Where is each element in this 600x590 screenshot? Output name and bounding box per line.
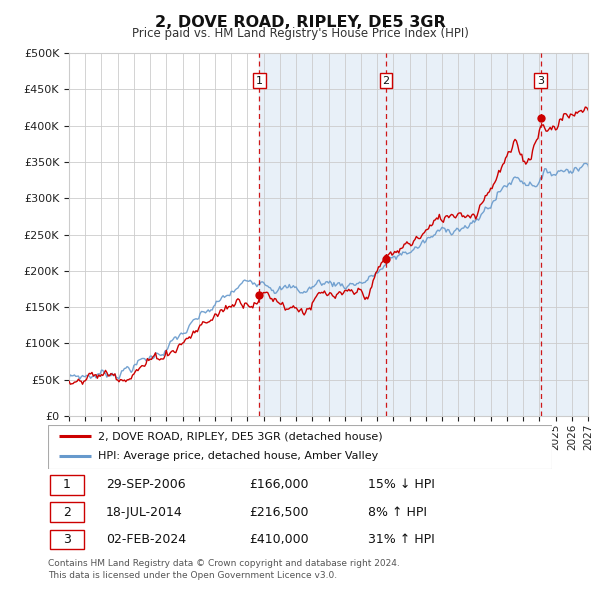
Text: Price paid vs. HM Land Registry's House Price Index (HPI): Price paid vs. HM Land Registry's House …: [131, 27, 469, 40]
Text: 2: 2: [382, 76, 389, 86]
Text: Contains HM Land Registry data © Crown copyright and database right 2024.
This d: Contains HM Land Registry data © Crown c…: [48, 559, 400, 580]
Bar: [259, 53, 386, 416]
Bar: [386, 53, 541, 416]
Text: 18-JUL-2014: 18-JUL-2014: [106, 506, 183, 519]
Text: £166,000: £166,000: [250, 478, 309, 491]
Text: 1: 1: [256, 76, 263, 86]
Text: 3: 3: [63, 533, 71, 546]
Text: 3: 3: [537, 76, 544, 86]
Text: 31% ↑ HPI: 31% ↑ HPI: [368, 533, 435, 546]
FancyBboxPatch shape: [50, 503, 84, 522]
Text: 8% ↑ HPI: 8% ↑ HPI: [368, 506, 427, 519]
Text: £216,500: £216,500: [250, 506, 309, 519]
Text: 15% ↓ HPI: 15% ↓ HPI: [368, 478, 435, 491]
Text: HPI: Average price, detached house, Amber Valley: HPI: Average price, detached house, Ambe…: [98, 451, 379, 461]
FancyBboxPatch shape: [50, 530, 84, 549]
FancyBboxPatch shape: [50, 476, 84, 494]
Text: 02-FEB-2024: 02-FEB-2024: [106, 533, 186, 546]
Text: 2, DOVE ROAD, RIPLEY, DE5 3GR: 2, DOVE ROAD, RIPLEY, DE5 3GR: [155, 15, 445, 30]
Text: 1: 1: [63, 478, 71, 491]
Text: 29-SEP-2006: 29-SEP-2006: [106, 478, 185, 491]
Text: 2, DOVE ROAD, RIPLEY, DE5 3GR (detached house): 2, DOVE ROAD, RIPLEY, DE5 3GR (detached …: [98, 431, 383, 441]
Bar: [541, 53, 588, 416]
Text: 2: 2: [63, 506, 71, 519]
Text: £410,000: £410,000: [250, 533, 309, 546]
Bar: [541, 53, 588, 416]
